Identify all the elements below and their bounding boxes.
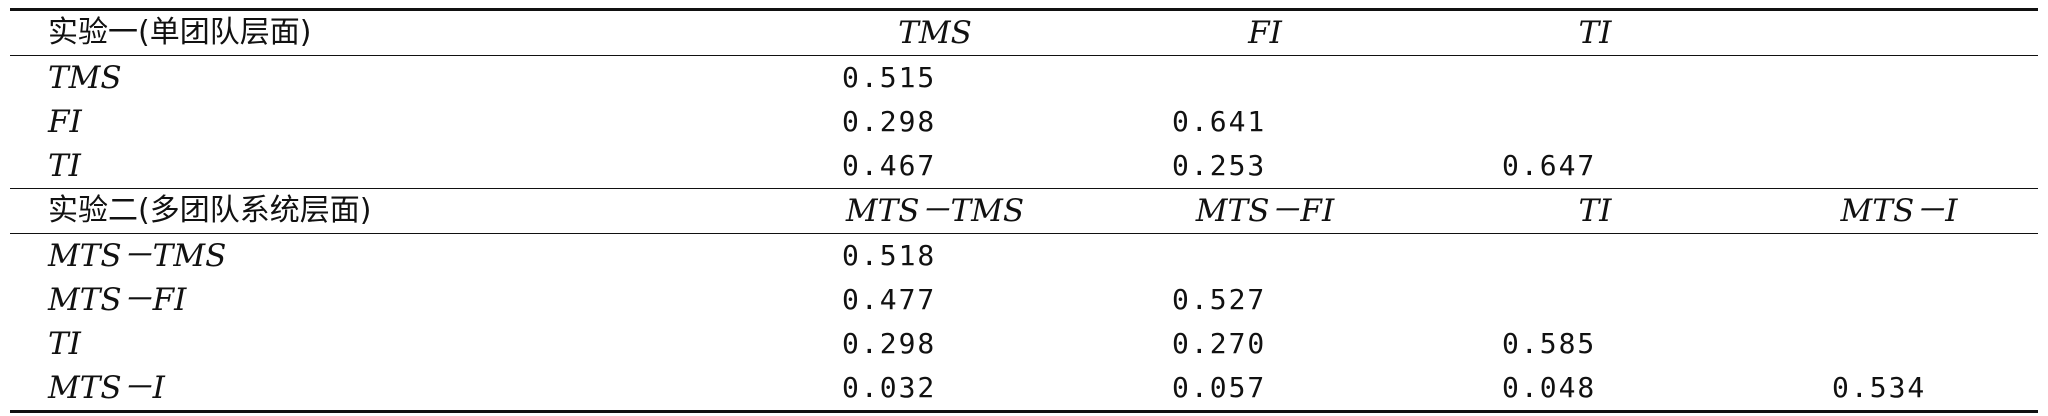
row-label: MTS－I: [10, 366, 770, 413]
section2-col-header: TI: [1430, 188, 1760, 234]
cell-value: 0.298: [842, 105, 937, 138]
correlation-table: 实验一(单团队层面) TMS FI TI TMS 0.515 FI 0.298 …: [10, 8, 2038, 413]
cell-value: [1430, 278, 1760, 322]
cell-value: [1430, 56, 1760, 101]
cell-value: 0.048: [1430, 366, 1760, 413]
section2-header-row: 实验二(多团队系统层面) MTS－TMS MTS－FI TI MTS－I: [10, 188, 2038, 234]
section1-col-header: TMS: [770, 8, 1100, 56]
table-row: MTS－FI 0.477 0.527: [10, 278, 2038, 322]
cell-value: [1760, 144, 2038, 189]
cell-value: 0.467: [842, 149, 937, 182]
cell-value: [1430, 100, 1760, 144]
row-label: MTS－FI: [48, 282, 187, 318]
cell-value: [1760, 234, 2038, 279]
row-label: TI: [48, 326, 81, 362]
table-row: TMS 0.515: [10, 56, 2038, 101]
table-row: MTS－I 0.032 0.057 0.048 0.534: [10, 366, 2038, 413]
row-label: FI: [48, 104, 82, 140]
cell-value: 0.641: [1172, 105, 1267, 138]
cell-value: 0.534: [1760, 366, 2038, 413]
row-label: TI: [48, 148, 81, 184]
section2-col-header: MTS－I: [1760, 188, 2038, 234]
cell-value: [1760, 100, 2038, 144]
cell-value: [1430, 234, 1760, 279]
cell-value: [1760, 56, 2038, 101]
section1-heading: 实验一(单团队层面): [10, 8, 770, 56]
table-row: MTS－TMS 0.518: [10, 234, 2038, 279]
correlation-table-container: 实验一(单团队层面) TMS FI TI TMS 0.515 FI 0.298 …: [10, 8, 2038, 413]
table-row: TI 0.467 0.253 0.647: [10, 144, 2038, 189]
cell-value: 0.477: [842, 283, 937, 316]
cell-value: 0.515: [842, 61, 937, 94]
cell-value: [1760, 278, 2038, 322]
cell-value: 0.032: [770, 366, 1100, 413]
cell-value: [1100, 56, 1430, 101]
cell-value: 0.057: [1100, 366, 1430, 413]
table-row: FI 0.298 0.641: [10, 100, 2038, 144]
section1-col-header: TI: [1430, 8, 1760, 56]
table-row: TI 0.298 0.270 0.585: [10, 322, 2038, 366]
cell-value: 0.270: [1172, 327, 1267, 360]
section1-col-header: FI: [1100, 8, 1430, 56]
section2-col-header: MTS－FI: [1100, 188, 1430, 234]
cell-value: [1100, 234, 1430, 279]
cell-value: 0.518: [842, 239, 937, 272]
section1-col-header: [1760, 8, 2038, 56]
section2-col-header: MTS－TMS: [770, 188, 1100, 234]
cell-value: 0.527: [1172, 283, 1267, 316]
section1-header-row: 实验一(单团队层面) TMS FI TI: [10, 8, 2038, 56]
cell-value: 0.647: [1502, 149, 1597, 182]
row-label: TMS: [48, 60, 122, 96]
row-label: MTS－TMS: [48, 238, 227, 274]
cell-value: 0.253: [1172, 149, 1267, 182]
cell-value: 0.585: [1502, 327, 1597, 360]
cell-value: 0.298: [842, 327, 937, 360]
cell-value: [1760, 322, 2038, 366]
section2-heading: 实验二(多团队系统层面): [10, 188, 770, 234]
